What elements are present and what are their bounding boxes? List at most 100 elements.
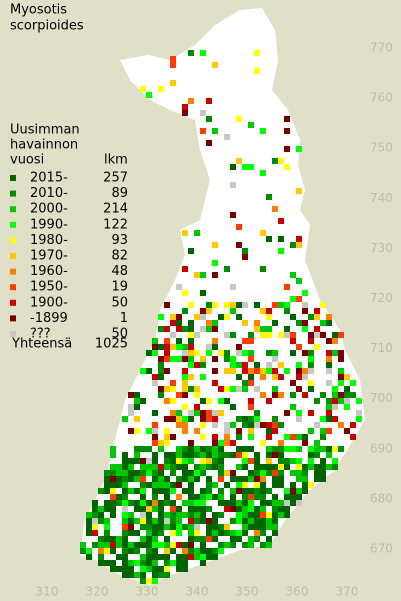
observation-square	[248, 446, 254, 452]
observation-square	[218, 446, 224, 452]
observation-square	[260, 464, 266, 470]
observation-square	[284, 368, 290, 374]
observation-square	[194, 446, 200, 452]
observation-square	[314, 344, 320, 350]
legend-label: 1970-	[30, 249, 68, 264]
observation-square	[326, 320, 332, 326]
observation-square	[320, 434, 326, 440]
observation-square	[248, 368, 254, 374]
observation-square	[224, 368, 230, 374]
observation-square	[308, 362, 314, 368]
observation-square	[248, 434, 254, 440]
observation-square	[206, 326, 212, 332]
observation-square	[206, 494, 212, 500]
observation-square	[296, 446, 302, 452]
observation-square	[212, 440, 218, 446]
observation-square	[224, 452, 230, 458]
observation-square	[110, 560, 116, 566]
observation-square	[296, 188, 302, 194]
observation-square	[272, 518, 278, 524]
observation-square	[164, 482, 170, 488]
observation-square	[152, 428, 158, 434]
observation-square	[236, 350, 242, 356]
observation-square	[242, 362, 248, 368]
observation-square	[260, 326, 266, 332]
observation-square	[128, 476, 134, 482]
observation-square	[104, 482, 110, 488]
y-axis-label: 700	[370, 391, 393, 405]
observation-square	[194, 554, 200, 560]
observation-square	[188, 410, 194, 416]
observation-square	[260, 440, 266, 446]
observation-square	[218, 530, 224, 536]
observation-square	[278, 236, 284, 242]
observation-square	[194, 512, 200, 518]
observation-square	[200, 128, 206, 134]
observation-square	[284, 488, 290, 494]
legend-count: 50	[111, 295, 128, 310]
observation-square	[248, 512, 254, 518]
observation-square	[164, 512, 170, 518]
observation-square	[182, 542, 188, 548]
observation-square	[218, 488, 224, 494]
observation-square	[320, 332, 326, 338]
observation-square	[236, 446, 242, 452]
legend-label: 1960-	[30, 264, 68, 279]
observation-square	[158, 386, 164, 392]
observation-square	[176, 524, 182, 530]
observation-square	[92, 530, 98, 536]
observation-square	[224, 524, 230, 530]
legend-swatch	[10, 221, 16, 228]
observation-square	[212, 446, 218, 452]
observation-square	[92, 524, 98, 530]
observation-square	[260, 506, 266, 512]
observation-square	[338, 332, 344, 338]
observation-square	[134, 446, 140, 452]
observation-square	[314, 446, 320, 452]
observation-square	[194, 524, 200, 530]
observation-square	[218, 524, 224, 530]
observation-square	[152, 476, 158, 482]
legend-label: 2015-	[30, 171, 68, 186]
observation-square	[332, 446, 338, 452]
observation-square	[248, 380, 254, 386]
observation-square	[134, 476, 140, 482]
observation-square	[236, 476, 242, 482]
observation-square	[236, 386, 242, 392]
legend-label: 2000-	[30, 202, 68, 217]
observation-square	[278, 464, 284, 470]
observation-square	[266, 458, 272, 464]
observation-square	[176, 542, 182, 548]
observation-square	[92, 500, 98, 506]
observation-square	[176, 326, 182, 332]
observation-square	[122, 548, 128, 554]
observation-square	[242, 302, 248, 308]
observation-square	[296, 296, 302, 302]
observation-square	[338, 368, 344, 374]
observation-square	[164, 554, 170, 560]
observation-square	[170, 518, 176, 524]
observation-square	[128, 470, 134, 476]
observation-square	[254, 452, 260, 458]
observation-square	[260, 542, 266, 548]
observation-square	[236, 302, 242, 308]
observation-square	[176, 452, 182, 458]
observation-square	[152, 452, 158, 458]
observation-square	[218, 440, 224, 446]
observation-square	[212, 338, 218, 344]
observation-square	[350, 422, 356, 428]
observation-square	[314, 464, 320, 470]
observation-square	[218, 512, 224, 518]
observation-square	[242, 488, 248, 494]
observation-square	[272, 530, 278, 536]
observation-square	[128, 500, 134, 506]
total-label: Yhteensä	[11, 337, 72, 352]
observation-square	[194, 350, 200, 356]
observation-square	[212, 494, 218, 500]
observation-square	[170, 344, 176, 350]
observation-square	[206, 308, 212, 314]
observation-square	[122, 416, 128, 422]
observation-square	[176, 356, 182, 362]
observation-square	[266, 542, 272, 548]
observation-square	[152, 464, 158, 470]
